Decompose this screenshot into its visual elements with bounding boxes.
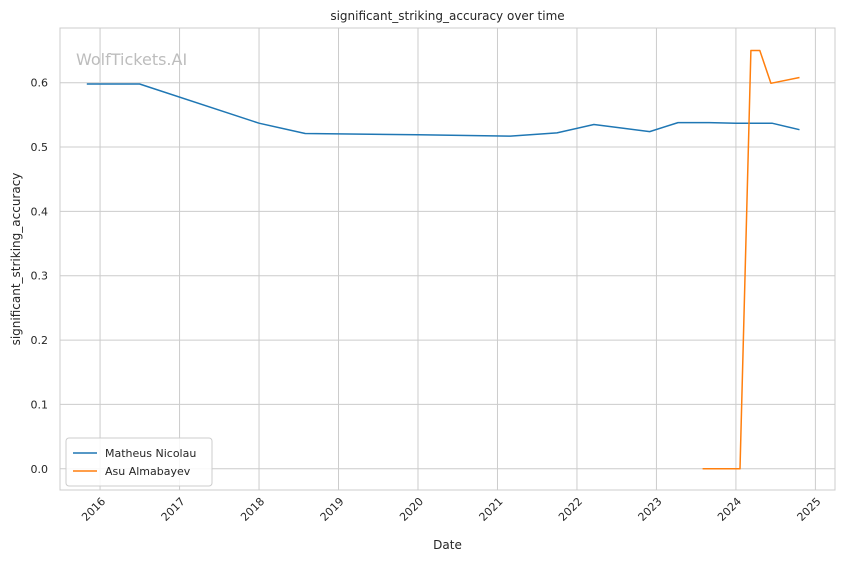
y-tick-label: 0.0: [31, 463, 49, 476]
legend-label-1: Asu Almabayev: [105, 465, 191, 478]
x-axis-title: Date: [433, 538, 462, 552]
x-tick-label: 2024: [715, 495, 744, 524]
y-axis-ticks: 0.0 0.1 0.2 0.3 0.4 0.5 0.6: [31, 77, 49, 476]
legend-box: [65, 437, 213, 487]
series-layer: [86, 49, 800, 470]
x-tick-label: 2020: [397, 495, 426, 524]
x-tick-label: 2025: [795, 495, 824, 524]
x-tick-label: 2016: [79, 495, 108, 524]
legend-label-0: Matheus Nicolau: [105, 447, 196, 460]
x-tick-label: 2023: [636, 495, 665, 524]
y-tick-label: 0.5: [31, 141, 49, 154]
y-tick-label: 0.4: [31, 205, 49, 218]
x-tick-label: 2018: [238, 495, 267, 524]
x-axis-ticks: 2016 2017 2018 2019 2020 2021 2022 2023 2024 2025: [79, 495, 823, 524]
x-tick-label: 2019: [318, 495, 347, 524]
x-tick-label: 2022: [556, 495, 585, 524]
y-tick-label: 0.3: [31, 270, 49, 283]
watermark: WolfTickets.AI: [76, 50, 187, 69]
legend: Matheus Nicolau Asu Almabayev: [65, 437, 213, 487]
y-tick-label: 0.6: [31, 77, 49, 90]
y-tick-label: 0.1: [31, 398, 49, 411]
x-tick-label: 2021: [477, 495, 506, 524]
series-line-1: [702, 49, 800, 470]
y-axis-title: significant_striking_accuracy: [9, 173, 23, 346]
x-tick-label: 2017: [159, 495, 188, 524]
series-line-0: [86, 83, 800, 137]
y-tick-label: 0.2: [31, 334, 49, 347]
chart-title: significant_striking_accuracy over time: [330, 9, 564, 23]
plot-area: [59, 27, 836, 491]
